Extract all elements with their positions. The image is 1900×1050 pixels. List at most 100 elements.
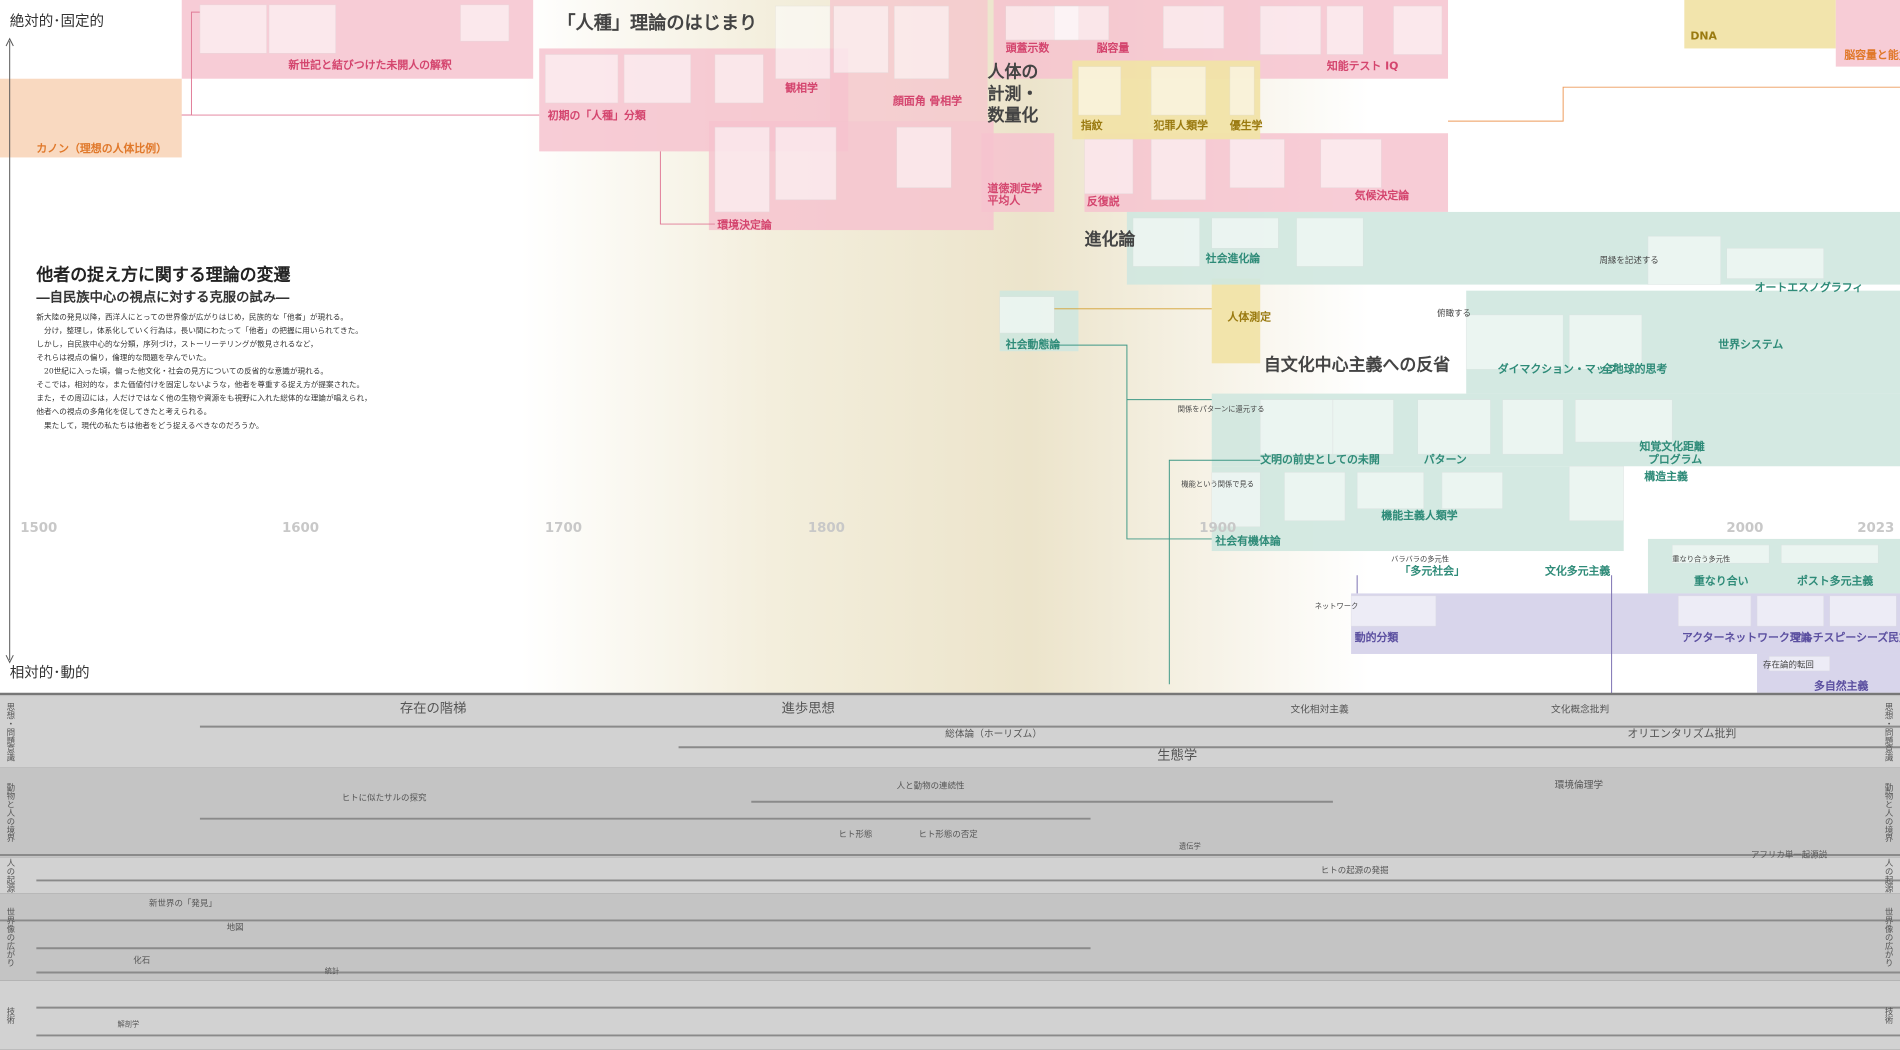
card [1132,217,1200,267]
card [1671,544,1770,564]
subtitle: ―自民族中心の視点に対する克服の試み― [36,288,290,305]
card [1259,5,1322,55]
year-label: 1700 [545,521,582,536]
region [1835,0,1900,67]
theme-label: ダイマクション・マップ [1498,361,1618,375]
card [1356,472,1425,509]
intro-line: また，その周辺には，人だけではなく他の生物や資源をも視野に入れた総体的な理論が唱… [36,393,371,403]
theme-label: 頭蓋示数 [1006,40,1050,54]
theme-label: 動的分類 [1355,630,1399,644]
theme-label: 犯罪人類学 [1153,118,1209,132]
lower-label: ヒトに似たサルの探究 [342,793,427,803]
theme-label: 文化多元主義 [1545,564,1610,578]
theme-label: アクターネットワーク理論 [1682,630,1812,644]
card [1326,5,1364,55]
theme-label: 顔面角 [892,94,926,108]
lower-label: ヒトの起源の発掘 [1321,865,1389,875]
theme-label: 自文化中心主義への反省 [1264,355,1450,375]
lower-label: 解剖学 [118,1020,140,1029]
theme-label: 機能という関係で見る [1181,479,1254,488]
lower-label: アフリカ単一起源説 [1751,850,1828,860]
card [1296,217,1364,267]
region [1684,0,1836,49]
row-label: 技術 [1884,1006,1894,1024]
labels: 1500 1600 1700 1800 1900 2000 2023 「人種」理論のはじまりカ… [6,12,1900,1028]
lower-label: 人と動物の連続性 [897,780,965,790]
card [199,4,267,54]
theme-label: 全地球的思考 [1601,361,1667,375]
intro-line: 分け，整理し，体系化していく行為は，長い間にわたって「他者」の把握に用いられてき… [36,325,363,335]
intro-line: そこでは，相対的な，また価値付けを固定しないような，他者を尊重する捉え方が提案さ… [36,379,364,389]
row-band [0,857,1900,894]
theme-label: 周縁を記述する [1599,255,1658,265]
row-label: 人の起源 [6,859,16,894]
theme-label: 社会動態論 [1005,337,1061,351]
card [1575,399,1673,443]
card [1756,595,1824,627]
row-label: 動物と人の境界 [6,783,16,843]
lower-label: 地図 [227,922,244,932]
theme-label: ポスト多元主義 [1797,573,1873,587]
theme-label: 反復説 [1087,194,1120,208]
row-label: 世界像の広がり [6,907,16,967]
year-label: 1800 [808,521,845,536]
theme-label: 関係をパターンに還元する [1178,404,1265,413]
card [1229,66,1255,116]
theme-label: 気候決定論 [1355,188,1410,202]
row-label: 技術 [6,1006,16,1024]
card [1150,139,1206,201]
connector [1356,575,1613,694]
theme-label: オートエスノグラフィ [1755,280,1864,294]
lower-label: ヒト形態 [839,829,873,839]
connectors [181,11,1900,694]
theme-label: 文明の前史としての未開 [1260,452,1380,466]
card [1084,139,1134,195]
intro-line: 他者への視点の多角化を促してきたと考えられる。 [36,406,211,416]
row-band [0,696,1900,768]
theme-label: 世界システム [1718,337,1783,351]
row-label: 世界像の広がり [1884,907,1894,967]
theme-label: カノン（理想の人体比例） [36,141,167,155]
theme-label: 「人種」理論のはじまり [557,12,757,34]
lower-label: ヒト形態の否定 [918,829,978,839]
card [999,296,1055,334]
theme-label: 俯瞰する [1437,308,1471,318]
card [623,54,691,104]
year-label: 1500 [20,521,57,536]
theme-label: DNA [1690,29,1717,42]
theme-label: 計測・ [988,83,1039,103]
theme-label: マルチスピーシーズ民族誌 [1791,630,1900,644]
connector [659,151,715,225]
lower-label: オリエンタリズム批判 [1627,726,1736,740]
card [545,54,619,104]
lower-label: 存在の階梯 [400,700,467,716]
region [981,133,1055,212]
theme-label: 社会有機体論 [1214,533,1280,547]
row-band [0,980,1900,1050]
card [775,126,837,201]
theme-label: 存在論的転回 [1763,659,1814,669]
lower-label: 総体論（ホーリズム） [945,727,1042,740]
card [1393,5,1443,55]
theme-label: 平均人 [988,193,1021,207]
theme-label: 「多元社会」 [1400,564,1465,578]
lower-label: 文化概念批判 [1551,703,1609,716]
lower-label: 統計 [325,966,340,975]
card [1350,595,1437,627]
card [1150,66,1206,116]
theme-label: 優生学 [1229,118,1263,132]
intro-line: 20世紀に入った頃，偏った他文化・社会の見方についての反省的な意識が現れる。 [36,366,328,376]
card [714,126,770,213]
card [1568,466,1624,522]
theme-label: 新世記と結びつけた未開人の解釈 [288,57,452,71]
row-label: 思想・問題意識 [6,702,16,762]
year-label: 1900 [1199,521,1236,536]
theme-label: 初期の「人種」分類 [548,108,646,122]
theme-label: 構造主義 [1644,469,1688,483]
theme-label: 進化論 [1085,229,1137,249]
card [896,126,952,188]
card [1441,472,1503,509]
title: 他者の捉え方に関する理論の変遷 [35,265,290,285]
axis-arrows [5,37,14,664]
